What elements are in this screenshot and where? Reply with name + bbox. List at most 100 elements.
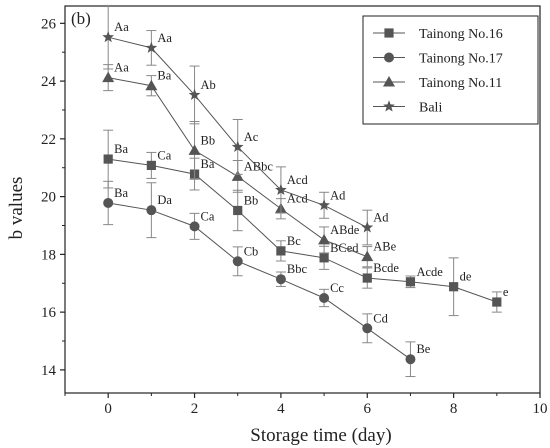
marker-star (275, 183, 287, 195)
marker-circle (189, 221, 200, 232)
marker-square (449, 282, 459, 292)
x-tick-label: 4 (277, 401, 285, 417)
panel-label: (b) (71, 9, 91, 28)
data-label: Acd (287, 173, 309, 187)
y-tick-label: 20 (41, 190, 56, 206)
y-tick-label: 22 (41, 132, 56, 148)
data-label: Bb (201, 133, 216, 147)
series-tainong-no-11: Aa Ba Bb ABbc Acd ABde ABe (102, 61, 397, 268)
marker-square (384, 28, 394, 38)
data-label: Aa (157, 31, 172, 45)
y-axis-label: b values (6, 177, 27, 240)
data-label: Be (416, 342, 430, 356)
data-label: Ca (201, 209, 215, 223)
marker-triangle (231, 170, 244, 181)
legend-item: Tainong No.17 (373, 52, 503, 67)
marker-triangle (188, 144, 201, 155)
y-tick-label: 18 (41, 247, 56, 263)
marker-triangle (361, 250, 374, 262)
x-tick-label: 6 (364, 401, 372, 417)
marker-star (231, 140, 244, 152)
data-label: e (503, 285, 509, 299)
data-label: Ba (114, 142, 128, 156)
marker-square (103, 154, 113, 164)
marker-star (188, 88, 201, 100)
data-label: ABbc (244, 159, 274, 173)
data-label: Acd (287, 192, 309, 206)
marker-square (492, 297, 502, 307)
x-tick-label: 8 (450, 401, 458, 417)
y-tick-label: 24 (41, 74, 57, 90)
legend-label: Tainong No.17 (419, 52, 503, 67)
marker-star (145, 41, 158, 53)
data-label: Cb (244, 244, 259, 258)
marker-star (102, 30, 115, 43)
x-tick-label: 2 (191, 401, 199, 417)
plot-border (64, 5, 541, 394)
marker-square (276, 246, 286, 256)
y-tick-label: 26 (41, 16, 57, 32)
marker-circle (384, 52, 394, 63)
marker-circle (275, 274, 286, 285)
data-label: Acde (416, 265, 443, 279)
data-label: Ca (157, 148, 171, 162)
data-label: de (460, 270, 472, 284)
plot-frame (64, 5, 541, 394)
data-label: ABde (330, 223, 360, 237)
marker-square (362, 273, 372, 283)
data-label: Cd (373, 311, 388, 325)
marker-circle (146, 205, 157, 216)
marker-circle (232, 256, 243, 267)
data-label: Aa (114, 61, 129, 75)
series-tainong-no-17: Ba Da Ca Cb Bbc Cc Cd Be (103, 180, 431, 378)
marker-circle (103, 197, 114, 208)
marker-square (405, 277, 416, 287)
x-tick-label: 0 (104, 401, 112, 417)
marker-star (383, 100, 395, 112)
data-label: Aa (114, 20, 129, 34)
marker-circle (405, 354, 416, 365)
legend-label: Bali (419, 101, 442, 116)
marker-circle (362, 323, 373, 334)
marker-triangle (145, 79, 158, 91)
marker-star (361, 221, 374, 233)
marker-square (233, 205, 243, 216)
legend-label: Tainong No.16 (419, 27, 503, 42)
series-line (108, 158, 497, 303)
y-tick-label: 16 (41, 305, 57, 321)
data-label: Ac (244, 130, 259, 144)
data-label: Bc (287, 234, 301, 248)
data-label: Ad (373, 211, 389, 225)
y-tick-label: 14 (41, 363, 57, 379)
data-label: Cc (330, 281, 344, 295)
legend-item: Tainong No.11 (373, 76, 502, 91)
legend-item: Bali (373, 100, 442, 116)
data-label: Bcde (373, 261, 399, 275)
marker-circle (319, 292, 330, 303)
legend: Tainong No.16 Tainong No.17 Tainong No.11 B… (362, 15, 539, 125)
legend-item: Tainong No.16 (373, 27, 503, 42)
data-label: Ba (114, 186, 128, 200)
legend-label: Tainong No.11 (419, 76, 502, 91)
data-label: ABe (373, 240, 396, 254)
marker-square (146, 160, 156, 171)
series-line (108, 202, 411, 360)
marker-triangle (383, 76, 395, 87)
data-label: Ba (157, 69, 171, 83)
data-label: Bb (244, 193, 259, 207)
marker-triangle (318, 233, 331, 245)
marker-triangle (102, 71, 115, 83)
x-tick-label: 10 (533, 401, 548, 417)
data-label: Da (157, 193, 172, 207)
data-label: Ab (201, 78, 216, 92)
series-bali: Aa Aa Ab Ac Acd Ad Ad (102, 4, 389, 246)
marker-star (318, 199, 330, 211)
marker-square (319, 253, 329, 263)
x-axis-label: Storage time (day) (250, 425, 391, 446)
data-label: Ad (330, 188, 346, 202)
data-label: Bbc (287, 262, 308, 276)
